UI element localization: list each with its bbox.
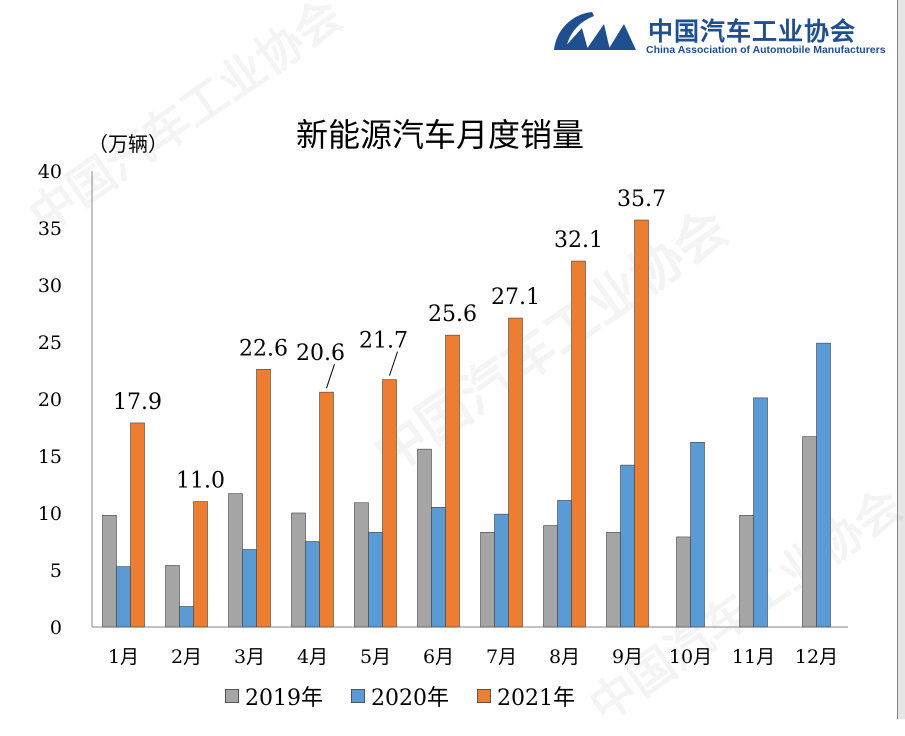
legend-label: 2019年 (245, 686, 323, 711)
x-tick-label: 6月 (423, 646, 454, 668)
bar-2021年 (382, 379, 397, 628)
bar-2021年 (193, 501, 208, 628)
bar-2021年 (508, 317, 523, 628)
logo-name-cn: 中国汽车工业协会 (648, 17, 857, 46)
data-label: 11.0 (176, 469, 225, 494)
y-tick-label: 15 (38, 446, 62, 468)
bar-2020年 (620, 464, 635, 628)
bar-chart: 0 5 10 15 20 25 30 35 40 1月 17.9 2月 11.0 3月 22.6 4月 20.6… (38, 161, 848, 668)
x-tick-label: 5月 (360, 646, 391, 668)
bar-2020年 (368, 532, 383, 628)
caam-logo-icon (554, 12, 636, 50)
bar-2021年 (634, 219, 649, 628)
y-tick-label: 20 (38, 389, 62, 411)
y-tick-label: 10 (38, 503, 62, 525)
data-label: 35.7 (617, 187, 666, 212)
bar-2019年 (291, 512, 306, 628)
bar-2020年 (494, 513, 509, 628)
legend-item: 2021年 (477, 680, 575, 712)
x-tick-label: 11月 (732, 646, 775, 668)
bar-2020年 (690, 442, 705, 628)
legend-item: 2020年 (351, 680, 449, 712)
bar-2021年 (571, 260, 586, 628)
y-tick-label: 30 (38, 275, 62, 297)
x-tick-label: 9月 (612, 646, 643, 668)
data-label: 21.7 (359, 329, 408, 354)
bar-2020年 (242, 549, 257, 628)
bar-2021年 (130, 422, 145, 628)
logo-name-en: China Association of Automobile Manufact… (646, 44, 886, 56)
y-tick-label: 25 (38, 332, 62, 354)
bar-2020年 (305, 541, 320, 628)
legend: 2019年 2020年 2021年 (225, 680, 575, 712)
y-axis-unit: （万辆） (88, 132, 168, 156)
x-tick-label: 7月 (486, 646, 517, 668)
x-tick-label: 4月 (297, 646, 328, 668)
leader-line (326, 364, 335, 389)
chart-title: 新能源汽车月度销量 (295, 116, 584, 154)
x-tick-label: 3月 (234, 646, 265, 668)
bar-2019年 (676, 536, 691, 628)
bar-2020年 (557, 500, 572, 628)
bar-2019年 (802, 436, 817, 628)
legend-label: 2020年 (371, 686, 449, 711)
x-tick-label: 1月 (108, 646, 139, 668)
legend-label: 2021年 (497, 686, 575, 711)
data-label: 22.6 (239, 336, 288, 361)
legend-swatch (351, 689, 365, 703)
y-tick-label: 0 (50, 617, 62, 639)
bar-2020年 (116, 566, 131, 628)
x-tick-label: 8月 (549, 646, 580, 668)
leader-line (389, 351, 398, 376)
data-label: 17.9 (113, 390, 162, 415)
legend-item: 2019年 (225, 680, 323, 712)
bar-2021年 (445, 334, 460, 628)
legend-swatch (477, 689, 491, 703)
bar-2019年 (228, 493, 243, 628)
bar-2019年 (354, 502, 369, 628)
bar-2019年 (480, 532, 495, 628)
y-tick-label: 40 (38, 161, 62, 183)
data-label: 25.6 (428, 302, 477, 327)
bar-2020年 (179, 606, 194, 628)
legend-swatch (225, 689, 239, 703)
bar-2019年 (165, 565, 180, 628)
bar-2019年 (102, 514, 117, 628)
x-tick-label: 2月 (171, 646, 202, 668)
data-label: 32.1 (554, 228, 603, 253)
bar-2021年 (256, 369, 271, 628)
window-edge (897, 0, 905, 719)
bar-2019年 (543, 525, 558, 628)
bar-2020年 (431, 506, 446, 628)
bar-2019年 (606, 532, 621, 628)
data-label: 20.6 (296, 341, 345, 366)
x-tick-label: 10月 (669, 646, 712, 668)
y-tick-label: 35 (38, 218, 62, 240)
y-tick-label: 5 (50, 560, 62, 582)
x-tick-label: 12月 (795, 646, 838, 668)
data-label: 27.1 (491, 285, 540, 310)
bar-2019年 (417, 448, 432, 628)
bar-2021年 (319, 391, 334, 628)
bar-2019年 (739, 514, 754, 628)
bar-2020年 (816, 342, 831, 628)
bar-2020年 (753, 397, 768, 628)
